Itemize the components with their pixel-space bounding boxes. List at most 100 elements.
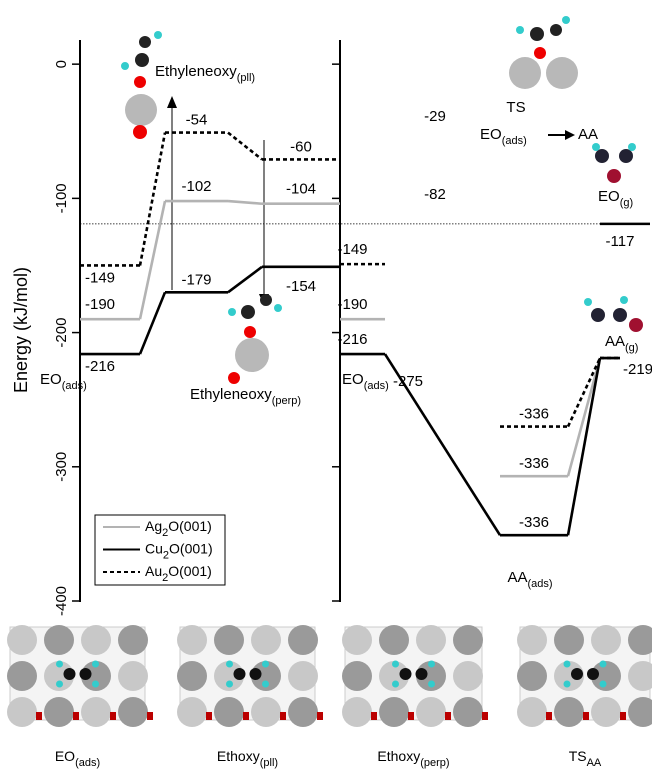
atom <box>600 681 607 688</box>
atom <box>110 712 116 720</box>
atom <box>342 661 372 691</box>
value-label: -60 <box>290 138 312 155</box>
snapshot <box>517 625 652 727</box>
atom <box>342 625 372 655</box>
atom <box>118 697 148 727</box>
y-tick-label: 0 <box>53 60 70 68</box>
atom <box>243 712 249 720</box>
value-label: -275 <box>393 373 423 390</box>
atom <box>214 697 244 727</box>
atom <box>56 681 63 688</box>
atom <box>81 697 111 727</box>
atom <box>56 661 63 668</box>
atom <box>118 625 148 655</box>
atom <box>7 625 37 655</box>
atom <box>587 668 599 680</box>
atom <box>620 712 626 720</box>
atom <box>73 712 79 720</box>
atom <box>342 697 372 727</box>
atom <box>554 625 584 655</box>
transition-label: AA <box>578 126 598 143</box>
atom <box>428 681 435 688</box>
snapshot-caption: TSAA <box>569 748 602 769</box>
value-label: -149 <box>337 241 367 258</box>
atom <box>44 697 74 727</box>
state-label: EO(g) <box>598 188 633 209</box>
atom <box>416 668 428 680</box>
value-label: -82 <box>424 186 446 203</box>
atom <box>554 697 584 727</box>
atom <box>392 681 399 688</box>
value-label: -336 <box>519 514 549 531</box>
molecule-icon <box>228 294 282 384</box>
atom <box>36 712 42 720</box>
atom <box>214 625 244 655</box>
atom <box>400 668 412 680</box>
atom <box>482 712 488 720</box>
value-label: -190 <box>337 296 367 313</box>
value-label: -54 <box>186 112 208 129</box>
value-label: -149 <box>85 269 115 286</box>
atom <box>517 697 547 727</box>
snapshot <box>342 625 488 727</box>
atom <box>262 681 269 688</box>
atom <box>583 712 589 720</box>
atom <box>250 668 262 680</box>
connector <box>228 201 262 204</box>
value-label: -219 <box>623 361 652 378</box>
atom <box>591 697 621 727</box>
atom <box>7 661 37 691</box>
value-label: -216 <box>85 358 115 375</box>
atom <box>517 661 547 691</box>
snapshot-caption: Ethoxy(perp) <box>377 748 449 769</box>
atom <box>564 661 571 668</box>
atom <box>80 668 92 680</box>
molecule-icon <box>592 143 636 183</box>
atom <box>226 661 233 668</box>
atom <box>416 697 446 727</box>
value-label: -216 <box>337 331 367 348</box>
atom <box>517 625 547 655</box>
state-label: TS <box>506 99 525 116</box>
arrowhead <box>565 130 575 140</box>
value-label: -336 <box>519 455 549 472</box>
atom <box>147 712 153 720</box>
state-label: Ethyleneoxy(pll) <box>155 63 255 84</box>
molecule-icon <box>584 296 643 332</box>
transition-label: EO(ads) <box>480 126 527 147</box>
atom <box>453 661 483 691</box>
snapshot-caption: EO(ads) <box>55 748 100 769</box>
atom <box>92 681 99 688</box>
snapshot <box>177 625 323 727</box>
atom <box>177 625 207 655</box>
state-label: Ethyleneoxy(perp) <box>190 386 301 407</box>
atom <box>288 625 318 655</box>
value-label: -190 <box>85 296 115 313</box>
state-label: AA(g) <box>605 333 638 354</box>
atom <box>288 661 318 691</box>
atom <box>416 625 446 655</box>
atom <box>118 661 148 691</box>
snapshot-caption: Ethoxy(pll) <box>217 748 278 769</box>
molecule-icon <box>509 16 578 89</box>
y-tick-label: -300 <box>53 452 70 482</box>
atom <box>206 712 212 720</box>
molecule-icon <box>121 31 162 139</box>
connector <box>568 358 600 535</box>
atom <box>453 625 483 655</box>
atom <box>591 625 621 655</box>
atom <box>317 712 323 720</box>
atom <box>7 697 37 727</box>
snapshot <box>7 625 153 727</box>
atom <box>226 681 233 688</box>
atom <box>262 661 269 668</box>
value-label: -104 <box>286 181 316 198</box>
atom <box>546 712 552 720</box>
connector <box>228 133 262 160</box>
y-tick-label: -100 <box>53 183 70 213</box>
atom <box>379 625 409 655</box>
atom <box>564 681 571 688</box>
value-label: -179 <box>181 271 211 288</box>
atom <box>177 661 207 691</box>
atom <box>234 668 246 680</box>
